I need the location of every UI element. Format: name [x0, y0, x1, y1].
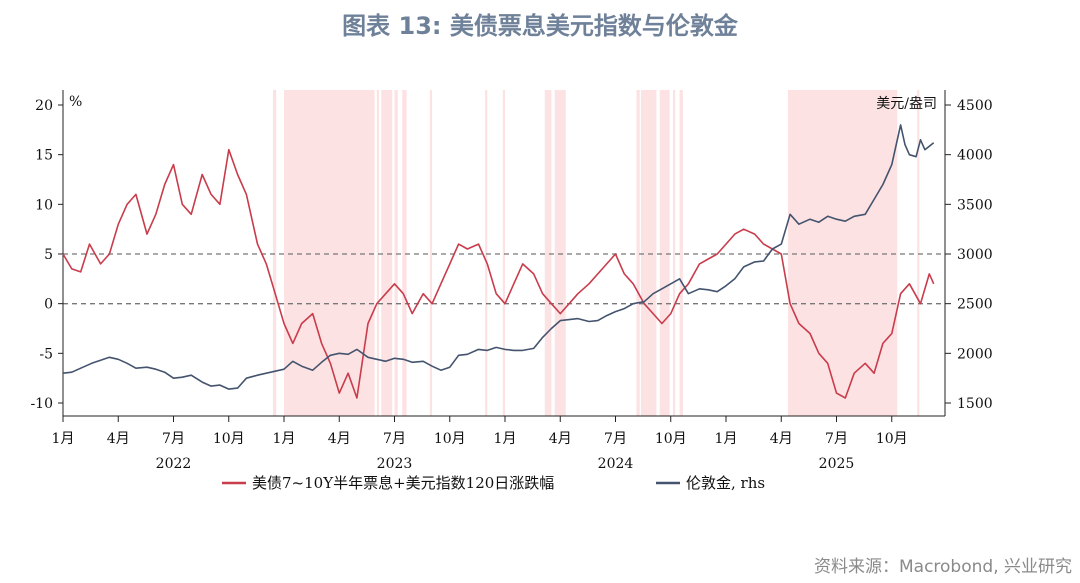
- shaded-period: [672, 90, 676, 416]
- y-tick-label-right: 3500: [957, 197, 993, 213]
- x-year-label: 2022: [156, 456, 192, 472]
- x-tick-label: 1月: [52, 431, 75, 447]
- y-tick-label-right: 2000: [957, 346, 993, 362]
- shaded-period: [381, 90, 393, 416]
- y-tick-label-right: 2500: [957, 297, 993, 313]
- x-tick-label: 10月: [655, 431, 687, 447]
- x-tick-label: 10月: [213, 431, 245, 447]
- x-tick-label: 10月: [876, 431, 908, 447]
- shaded-period: [640, 90, 657, 416]
- shaded-period: [429, 90, 433, 416]
- y-tick-label-left: 15: [35, 148, 53, 164]
- y-tick-label-right: 1500: [957, 396, 993, 412]
- x-tick-label: 4月: [770, 431, 793, 447]
- series-yield-line: [62, 148, 935, 399]
- x-year-label: 2025: [819, 456, 855, 472]
- x-tick-label: 1月: [494, 431, 517, 447]
- x-tick-label: 4月: [549, 431, 572, 447]
- x-year-label: 2024: [598, 456, 634, 472]
- y-tick-label-right: 4000: [957, 148, 993, 164]
- legend-label-gold: 伦敦金, rhs: [686, 474, 765, 492]
- shaded-period: [544, 90, 552, 416]
- shaded-period: [554, 90, 566, 416]
- x-tick-label: 7月: [604, 431, 627, 447]
- y-tick-label-left: -5: [39, 346, 53, 362]
- shaded-period: [394, 90, 398, 416]
- shaded-period: [272, 90, 277, 416]
- shaded-period: [787, 90, 898, 416]
- shaded-period: [402, 90, 407, 416]
- y-tick-label-left: 0: [44, 297, 53, 313]
- legend-label-yield: 美债7~10Y半年票息+美元指数120日涨跌幅: [252, 474, 554, 492]
- shaded-period: [636, 90, 640, 416]
- x-tick-label: 1月: [715, 431, 738, 447]
- x-tick-label: 7月: [825, 431, 848, 447]
- x-tick-label: 4月: [328, 431, 351, 447]
- series-gold-line: [62, 124, 935, 390]
- source-note: 资料来源：Macrobond, 兴业研究: [813, 557, 1072, 577]
- chart-title: 图表 13: 美债票息美元指数与伦敦金: [342, 12, 738, 40]
- x-tick-label: 1月: [273, 431, 296, 447]
- shaded-period: [679, 90, 683, 416]
- y-label-right: 美元/盎司: [876, 96, 937, 112]
- y-tick-label-right: 3000: [957, 247, 993, 263]
- x-tick-label: 7月: [383, 431, 406, 447]
- x-tick-label: 4月: [107, 431, 130, 447]
- shaded-period: [376, 90, 380, 416]
- shaded-period: [485, 90, 488, 416]
- shaded-period: [917, 90, 920, 416]
- y-tick-label-left: 5: [44, 247, 53, 263]
- shaded-period: [659, 90, 670, 416]
- x-tick-label: 10月: [434, 431, 466, 447]
- y-tick-label-right: 4500: [957, 98, 993, 114]
- y-tick-label-left: 10: [35, 197, 53, 213]
- y-tick-label-left: 20: [35, 98, 53, 114]
- x-tick-label: 7月: [162, 431, 185, 447]
- x-year-label: 2023: [377, 456, 413, 472]
- y-label-left: %: [69, 94, 82, 110]
- shaded-period: [502, 90, 505, 416]
- y-tick-label-left: -10: [30, 396, 53, 412]
